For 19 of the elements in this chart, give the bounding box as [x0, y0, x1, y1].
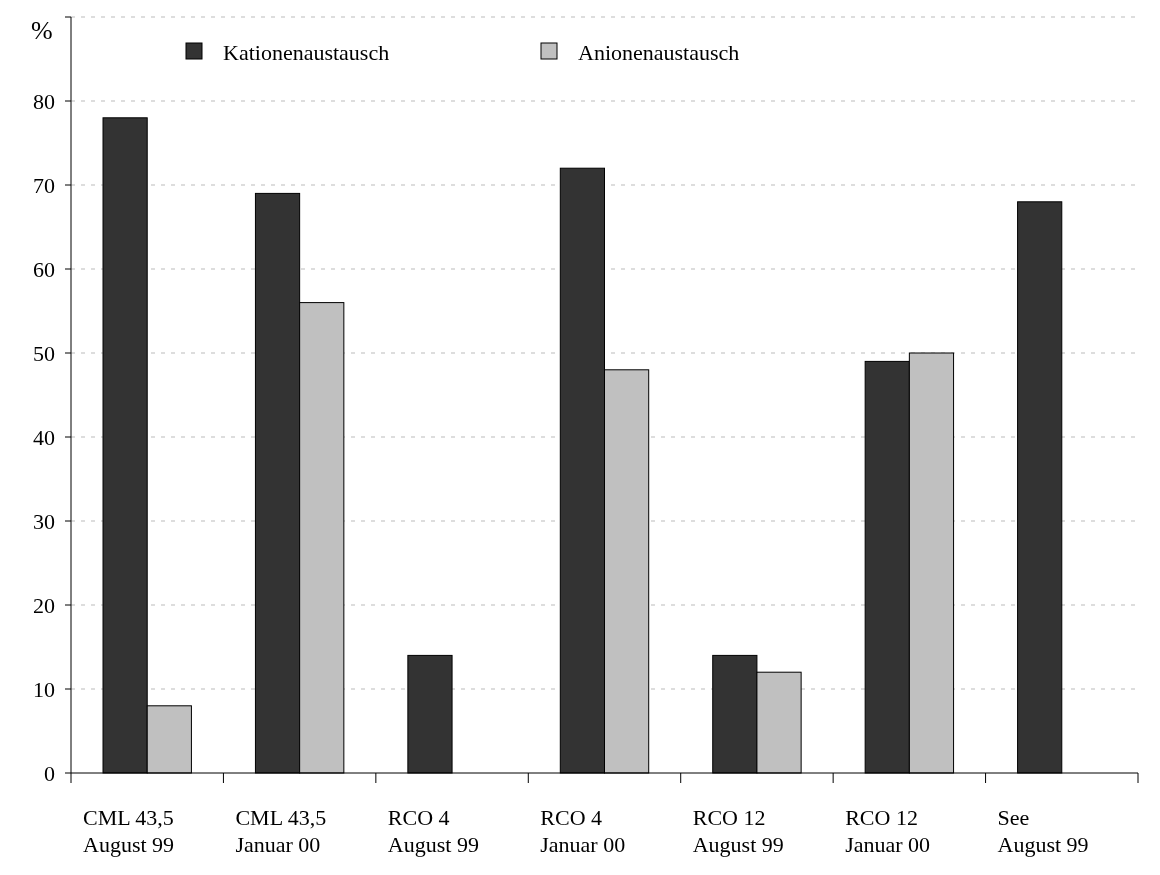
legend-label: Kationenaustausch — [223, 39, 390, 65]
y-axis-title: % — [31, 16, 53, 45]
y-tick-label: 20 — [33, 592, 55, 618]
x-tick-label: CML 43,5 August 99 — [83, 805, 175, 857]
y-tick-label: 50 — [33, 340, 55, 366]
x-tick-label: See August 99 — [997, 805, 1089, 857]
y-tick-label: 0 — [44, 760, 55, 786]
y-tick-label: 40 — [33, 424, 55, 450]
x-tick-label: RCO 12 Januar 00 — [845, 805, 931, 857]
x-tick-label: RCO 4 August 99 — [387, 805, 479, 857]
x-tick-label: CML 43,5 Januar 00 — [235, 805, 327, 857]
y-tick-label: 30 — [33, 508, 55, 534]
legend-label: Anionenaustausch — [578, 39, 740, 65]
y-tick-label: 60 — [33, 256, 55, 282]
x-tick-label: RCO 12 August 99 — [692, 805, 784, 857]
y-tick-label: 80 — [33, 88, 55, 114]
y-tick-label: 70 — [33, 172, 55, 198]
y-tick-label: 10 — [33, 676, 55, 702]
x-tick-label: RCO 4 Januar 00 — [540, 805, 626, 857]
